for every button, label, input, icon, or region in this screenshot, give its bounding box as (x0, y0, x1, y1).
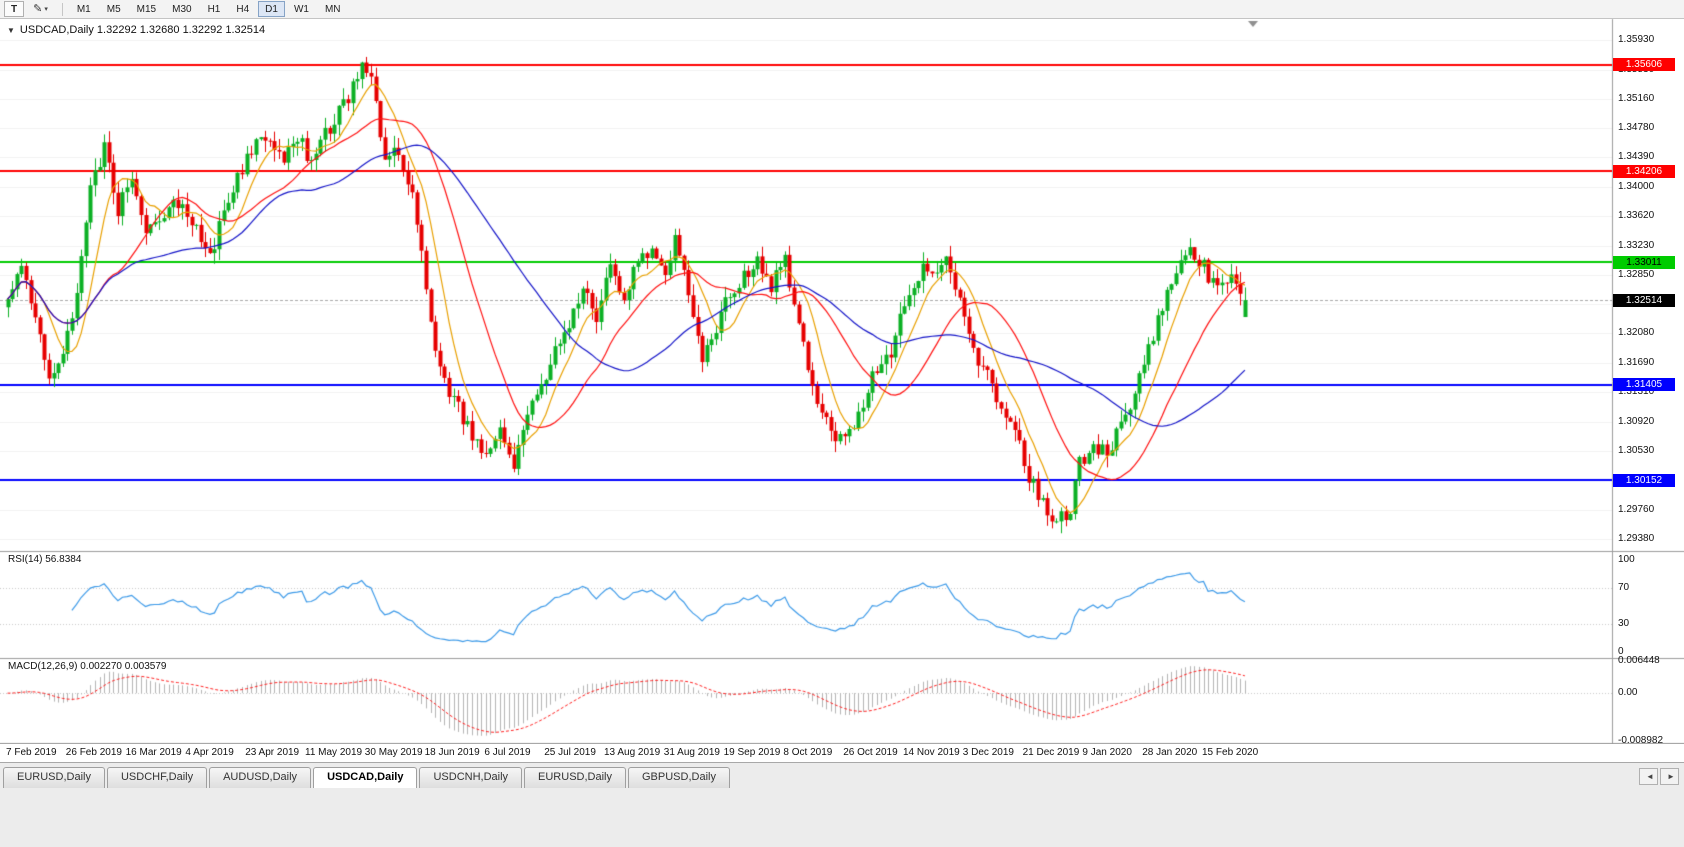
price-line-label: 1.34206 (1613, 164, 1675, 178)
tabs-scroll-left-button[interactable]: ◄ (1639, 768, 1658, 785)
timeframe-button-mn[interactable]: MN (318, 1, 348, 17)
price-tick: 1.29380 (1618, 532, 1655, 544)
price-tick: 1.33230 (1618, 239, 1655, 251)
macd-indicator-label: MACD(12,26,9) 0.002270 0.003579 (8, 661, 167, 672)
date-label: 19 Sep 2019 (723, 747, 781, 758)
price-tick: 1.31310 (1618, 385, 1655, 397)
price-chart-canvas[interactable] (0, 0, 1684, 744)
rsi-scale-label: 100 (1618, 554, 1635, 565)
date-label: 16 Mar 2019 (125, 747, 182, 758)
date-label: 6 Jul 2019 (484, 747, 531, 758)
chart-tab-bar: EURUSD,Daily USDCHF,Daily AUDUSD,Daily USDC… (0, 762, 1684, 847)
price-tick: 1.35930 (1618, 33, 1655, 45)
collapse-chart-icon[interactable]: ▼ (7, 25, 15, 35)
time-axis[interactable]: 7 Feb 2019 26 Feb 2019 16 Mar 2019 4 Apr 20… (0, 744, 1612, 762)
date-label: 30 May 2019 (364, 747, 423, 758)
price-line-label: 1.30152 (1613, 473, 1675, 487)
date-label: 7 Feb 2019 (6, 747, 57, 758)
chart-tab-usdchf-daily[interactable]: USDCHF,Daily (106, 767, 208, 788)
date-label: 11 May 2019 (305, 747, 363, 758)
rsi-scale-label: 70 (1618, 581, 1630, 593)
price-tick: 1.32080 (1618, 327, 1655, 339)
timeframe-button-m15[interactable]: M15 (130, 1, 163, 17)
top-toolbar: T ✎ ▾ M1 M5 M15 M30 H1 H4 D1 W1 MN (0, 0, 1684, 19)
timeframe-button-w1[interactable]: W1 (287, 1, 316, 17)
price-tick: 1.35160 (1618, 92, 1655, 104)
price-tick: 1.31690 (1618, 356, 1655, 368)
timeframe-button-m30[interactable]: M30 (165, 1, 198, 17)
price-tick: 1.29760 (1618, 503, 1655, 515)
chart-tab-eurusd-daily[interactable]: EURUSD,Daily (524, 767, 626, 788)
rsi-indicator-label: RSI(14) 56.8384 (8, 554, 82, 565)
symbol-header: ▼ USDCAD,Daily 1.32292 1.32680 1.32292 1… (7, 24, 265, 36)
date-label: 9 Jan 2020 (1082, 747, 1132, 758)
date-label: 3 Dec 2019 (962, 747, 1014, 758)
draw-tool-dropdown-button[interactable]: ✎ ▾ (26, 1, 55, 17)
price-tick: 1.32850 (1618, 268, 1655, 280)
price-line-label: 1.31405 (1613, 378, 1675, 392)
date-label: 18 Jun 2019 (424, 747, 480, 758)
date-label: 13 Aug 2019 (604, 747, 661, 758)
date-label: 25 Jul 2019 (544, 747, 596, 758)
price-line-label: 1.35606 (1613, 58, 1675, 72)
date-label: 4 Apr 2019 (185, 747, 234, 758)
tab-nav: ◄ ► (1639, 768, 1679, 785)
chart-tabs: EURUSD,Daily USDCHF,Daily AUDUSD,Daily USDC… (0, 763, 1684, 788)
chart-tab-usdcad-daily[interactable]: USDCAD,Daily (313, 767, 418, 788)
date-label: 26 Feb 2019 (65, 747, 122, 758)
price-tick: 1.34780 (1618, 121, 1655, 133)
price-tick: 1.30920 (1618, 415, 1655, 427)
chart-tab-eurusd-daily[interactable]: EURUSD,Daily (3, 767, 105, 788)
current-price-label: 1.32514 (1613, 293, 1675, 307)
date-label: 14 Nov 2019 (903, 747, 960, 758)
symbol-ohlc-text: USDCAD,Daily 1.32292 1.32680 1.32292 1.3… (19, 24, 266, 36)
price-tick: 1.34000 (1618, 180, 1655, 192)
chart-tab-audusd-daily[interactable]: AUDUSD,Daily (209, 767, 312, 788)
timeframe-button-m1[interactable]: M1 (70, 1, 98, 17)
chevron-down-icon: ▾ (44, 5, 48, 13)
chart-tab-gbpusd-daily[interactable]: GBPUSD,Daily (628, 767, 730, 788)
date-label: 23 Apr 2019 (245, 747, 300, 758)
macd-scale-label: 0.006448 (1618, 655, 1660, 666)
date-label: 31 Aug 2019 (663, 747, 720, 758)
timeframe-button-m5[interactable]: M5 (100, 1, 128, 17)
price-tick: 1.30530 (1618, 445, 1655, 457)
timeframe-buttons: M1 M5 M15 M30 H1 H4 D1 W1 MN (70, 1, 348, 17)
rsi-scale-label: 30 (1618, 618, 1630, 630)
rsi-scale-label: 0 (1618, 646, 1624, 657)
price-tick: 1.34390 (1618, 151, 1655, 163)
toolbar-separator (61, 2, 63, 16)
macd-scale-label: 0.00 (1618, 687, 1638, 699)
price-tick: 1.33620 (1618, 209, 1655, 221)
text-tool-button[interactable]: T (4, 1, 25, 17)
timeframe-button-d1[interactable]: D1 (258, 1, 285, 17)
price-scale[interactable]: 1.359301.355301.351601.347801.343901.340… (1612, 0, 1684, 746)
timeframe-button-h4[interactable]: H4 (229, 1, 256, 17)
tabs-scroll-right-button[interactable]: ► (1660, 768, 1679, 785)
macd-scale-label: -0.008982 (1618, 735, 1664, 746)
date-label: 28 Jan 2020 (1142, 747, 1198, 758)
date-label: 21 Dec 2019 (1022, 747, 1080, 758)
timeframe-button-h1[interactable]: H1 (201, 1, 228, 17)
date-label: 8 Oct 2019 (783, 747, 833, 758)
price-line-label: 1.33011 (1613, 255, 1675, 269)
chart-tab-usdcnh-daily[interactable]: USDCNH,Daily (419, 767, 523, 788)
date-label: 26 Oct 2019 (843, 747, 898, 758)
pencil-icon: ✎ (33, 2, 43, 15)
date-label: 15 Feb 2020 (1202, 747, 1259, 758)
